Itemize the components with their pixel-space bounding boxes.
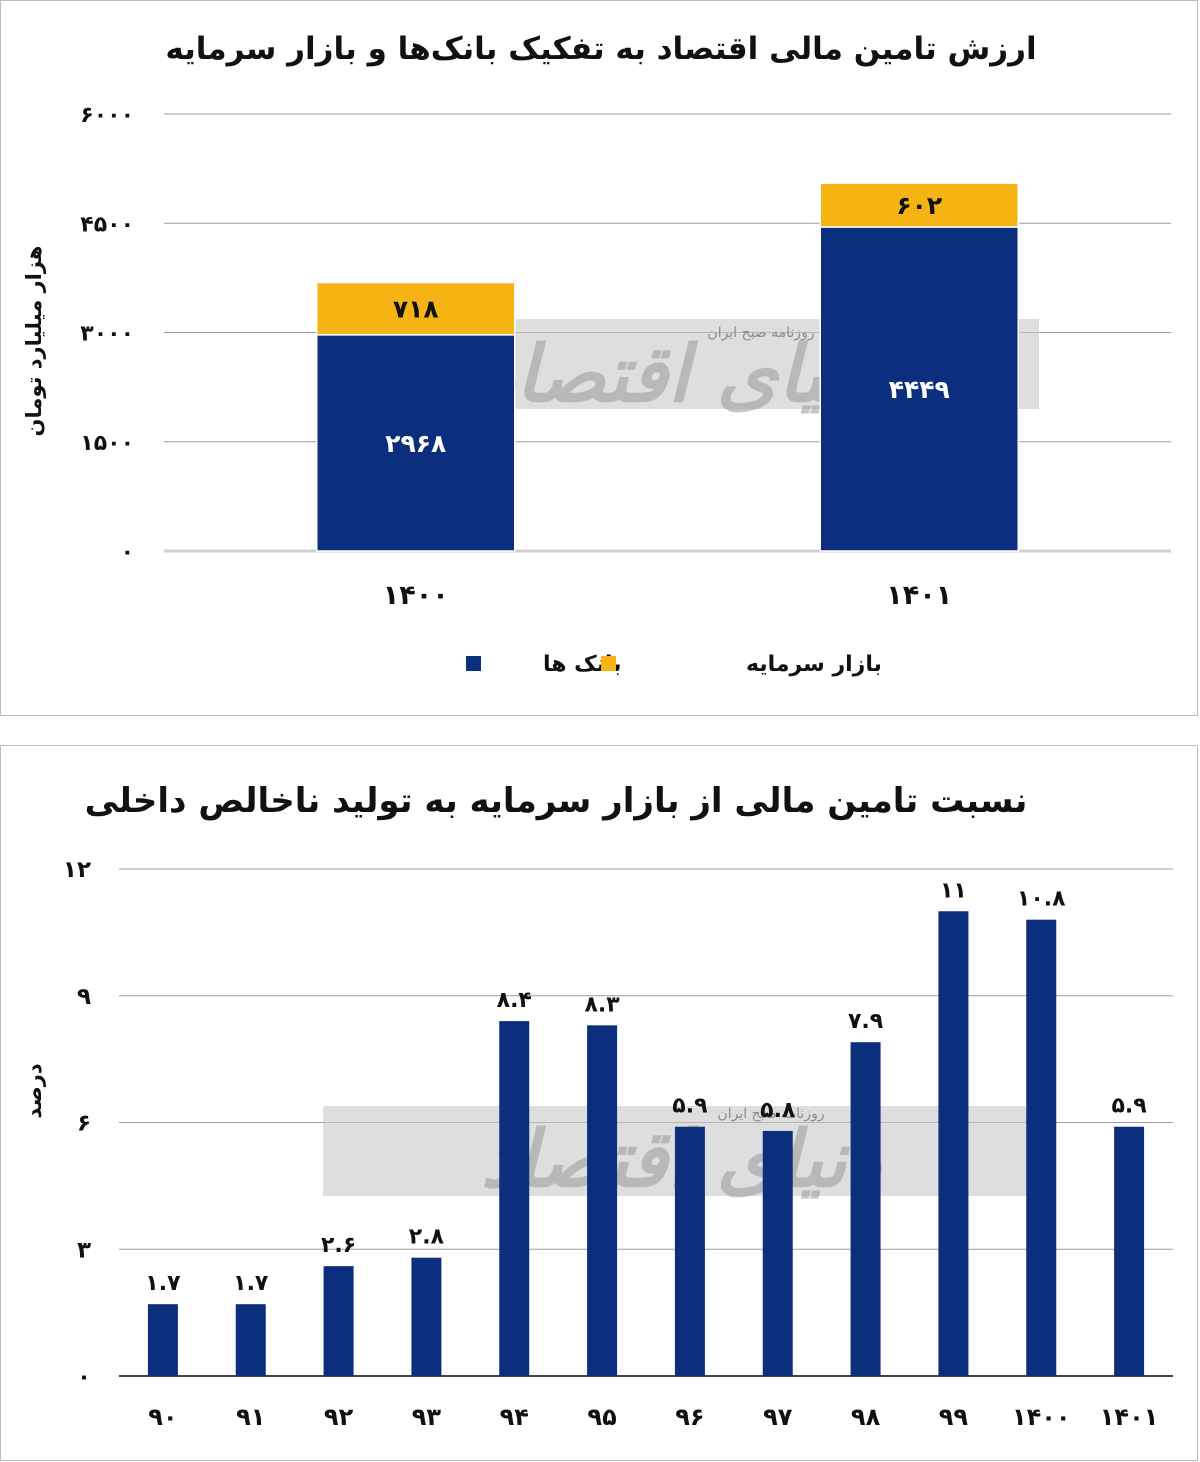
bar bbox=[850, 1042, 881, 1376]
y-axis-label: هزار میلیارد تومان bbox=[22, 246, 46, 437]
data-label: ۱۱ bbox=[940, 878, 967, 903]
data-label: ۴۴۴۹ bbox=[889, 375, 950, 404]
bar bbox=[411, 1257, 442, 1376]
x-tick-label: ۱۴۰۱ bbox=[886, 580, 952, 611]
watermark-subtitle: روزنامه صبح ایران bbox=[717, 1106, 824, 1122]
bars: ۲۹۶۸ ۷۱۸ ۴۴۴۹ ۶۰۲ bbox=[316, 182, 1019, 552]
data-label: ۸.۳ bbox=[584, 992, 620, 1017]
watermark-logo: دنیای اقتصاد bbox=[481, 329, 884, 420]
data-label: ۲.۸ bbox=[409, 1225, 445, 1250]
bar bbox=[938, 911, 969, 1376]
x-tick-label: ۱۴۰۰ bbox=[1012, 1403, 1071, 1431]
data-label: ۸.۴ bbox=[497, 988, 532, 1013]
chart-title: ارزش تامین مالی اقتصاد به تفکیک بانک‌ها … bbox=[165, 31, 1036, 67]
y-tick-label: ۹ bbox=[77, 984, 91, 1010]
x-tick-label: ۹۵ bbox=[587, 1403, 616, 1431]
x-tick-label: ۱۴۰۰ bbox=[383, 580, 449, 611]
bar bbox=[323, 1266, 354, 1376]
bar-market bbox=[316, 281, 516, 336]
legend-label-market: بازار سرمایه bbox=[746, 652, 882, 677]
bar bbox=[674, 1126, 705, 1376]
x-tick-label: ۹۷ bbox=[763, 1403, 793, 1431]
bar bbox=[235, 1304, 266, 1376]
y-tick-label: ۶۰۰۰ bbox=[80, 103, 134, 128]
x-tick-label: ۹۳ bbox=[412, 1403, 442, 1431]
data-label: ۵.۸ bbox=[760, 1098, 796, 1123]
y-tick-label: ۶ bbox=[77, 1111, 91, 1137]
x-tick-label: ۹۲ bbox=[324, 1403, 354, 1431]
data-label: ۵.۹ bbox=[1111, 1094, 1146, 1119]
bar bbox=[762, 1130, 793, 1376]
y-tick-label: ۳۰۰۰ bbox=[80, 322, 134, 347]
chart-title: نسبت تامین مالی از بازار سرمایه به تولید… bbox=[85, 781, 1028, 821]
chart-market-gdp-ratio: نسبت تامین مالی از بازار سرمایه به تولید… bbox=[22, 781, 1173, 1431]
x-ticks: ۱۴۰۰ ۱۴۰۱ bbox=[383, 580, 952, 611]
y-tick-label: ۱۵۰۰ bbox=[80, 431, 134, 456]
watermark-subtitle: روزنامه صبح ایران bbox=[707, 325, 814, 341]
bar-bank bbox=[819, 226, 1019, 552]
bar bbox=[1026, 919, 1057, 1376]
chart-panel-market-gdp-ratio: نسبت تامین مالی از بازار سرمایه به تولید… bbox=[0, 745, 1198, 1461]
bar bbox=[147, 1304, 178, 1376]
data-label: ۶۰۲ bbox=[896, 191, 942, 220]
x-tick-label: ۹۶ bbox=[675, 1403, 704, 1431]
x-tick-label: ۹۱ bbox=[236, 1403, 265, 1431]
y-tick-label: ۱۲ bbox=[63, 857, 91, 883]
bar bbox=[499, 1021, 530, 1376]
x-tick-label: ۹۰ bbox=[148, 1403, 177, 1431]
chart-financing-value: ارزش تامین مالی اقتصاد به تفکیک بانک‌ها … bbox=[22, 31, 1171, 677]
bar-bank bbox=[316, 334, 516, 552]
data-label: ۲.۶ bbox=[321, 1233, 356, 1258]
data-label: ۲۹۶۸ bbox=[385, 429, 446, 458]
data-label: ۱۰.۸ bbox=[1017, 887, 1066, 912]
y-tick-label: ۴۵۰۰ bbox=[80, 212, 134, 237]
data-label: ۷۱۸ bbox=[393, 295, 439, 324]
data-label: ۱.۷ bbox=[145, 1271, 181, 1296]
x-tick-label: ۱۴۰۱ bbox=[1100, 1403, 1159, 1431]
y-ticks: ۰ ۱۵۰۰ ۳۰۰۰ ۴۵۰۰ ۶۰۰۰ bbox=[80, 103, 134, 565]
bar bbox=[587, 1025, 618, 1376]
data-label: ۱.۷ bbox=[233, 1271, 269, 1296]
y-ticks: ۰ ۳ ۶ ۹ ۱۲ bbox=[63, 857, 91, 1390]
y-tick-label: ۳ bbox=[77, 1237, 91, 1263]
legend-swatch-bank bbox=[466, 656, 481, 671]
y-axis-label: درصد bbox=[22, 1063, 46, 1119]
bar bbox=[1114, 1126, 1145, 1376]
data-label: ۷.۹ bbox=[848, 1009, 883, 1034]
y-tick-label: ۰ bbox=[77, 1364, 91, 1390]
x-tick-label: ۹۹ bbox=[939, 1403, 969, 1431]
bar-market bbox=[819, 182, 1019, 228]
legend-swatch-market bbox=[601, 656, 616, 671]
x-tick-label: ۹۸ bbox=[851, 1403, 881, 1431]
chart-panel-financing-value: ارزش تامین مالی اقتصاد به تفکیک بانک‌ها … bbox=[0, 0, 1198, 716]
y-tick-label: ۰ bbox=[121, 540, 134, 565]
legend: بانک ها بازار سرمایه bbox=[466, 652, 882, 677]
data-label: ۵.۹ bbox=[672, 1094, 707, 1119]
bars: ۱.۷ ۱.۷ ۲.۶ ۲.۸ ۸.۴ ۸.۳ ۵.۹ ۵.۸ ۷.۹ ۱۱ ۱۰.۸ ۵.۹ bbox=[145, 878, 1147, 1376]
x-tick-label: ۹۴ bbox=[500, 1403, 529, 1431]
x-ticks: ۹۰ ۹۱ ۹۲ ۹۳ ۹۴ ۹۵ ۹۶ ۹۷ ۹۸ ۹۹ ۱۴۰۰ ۱۴۰۱ bbox=[148, 1403, 1158, 1431]
